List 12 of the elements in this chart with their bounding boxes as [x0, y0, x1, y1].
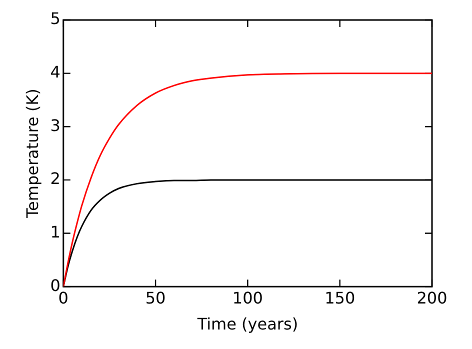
- y-tick-label: 3: [50, 116, 60, 135]
- y-tick-label: 0: [50, 276, 60, 295]
- x-axis-title: Time (years): [196, 314, 298, 334]
- y-tick-label: 5: [50, 9, 60, 28]
- x-tick-label: 100: [232, 288, 263, 308]
- x-tick-label: 50: [145, 288, 166, 308]
- x-tick-label: 150: [324, 288, 356, 308]
- y-tick-label: 4: [50, 62, 60, 82]
- y-tick-label: 1: [50, 222, 60, 242]
- y-tick-label: 2: [50, 169, 60, 188]
- y-axis-title: Temperature (K): [22, 88, 42, 220]
- x-tick-label: 200: [416, 288, 448, 308]
